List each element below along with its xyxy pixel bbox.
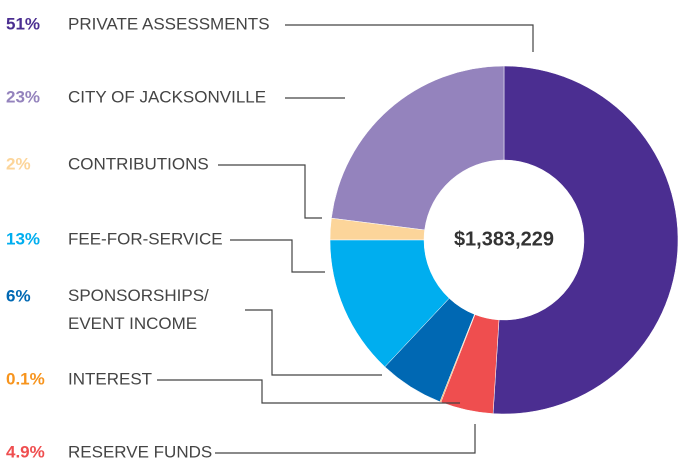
slice xyxy=(329,239,450,368)
leader-line xyxy=(285,24,534,52)
leader-line xyxy=(215,424,476,454)
slice xyxy=(440,314,500,414)
value-label: 0.1% xyxy=(6,369,45,388)
value-label: 23% xyxy=(6,87,40,106)
label-line: EVENT INCOME xyxy=(68,315,197,334)
leader-line xyxy=(218,164,322,219)
slice xyxy=(492,65,678,415)
leader-line xyxy=(245,309,382,376)
center-label: $1,383,229 xyxy=(454,228,554,250)
slice xyxy=(331,65,505,231)
value-label: 6% xyxy=(6,286,31,305)
leader-line xyxy=(230,239,325,273)
category-label: CONTRIBUTIONS xyxy=(68,154,209,173)
value-label: 51% xyxy=(6,14,40,33)
value-label: 2% xyxy=(6,154,31,173)
category-label: PRIVATE ASSESSMENTS xyxy=(68,14,270,33)
leader-line xyxy=(157,379,460,404)
donut xyxy=(329,65,678,415)
category-label: INTEREST xyxy=(68,369,152,388)
slice xyxy=(384,297,475,403)
category-label: SPONSORSHIPS/EVENT INCOME xyxy=(68,286,209,333)
label-line: SPONSORSHIPS/ xyxy=(68,286,209,305)
category-label: CITY OF JACKSONVILLE xyxy=(68,87,266,106)
value-label: 13% xyxy=(6,229,40,248)
category-label: RESERVE FUNDS xyxy=(68,442,212,461)
category-label: FEE-FOR-SERVICE xyxy=(68,229,223,248)
leader-lines xyxy=(157,24,534,454)
value-label: 4.9% xyxy=(6,442,45,461)
slice xyxy=(329,217,425,241)
